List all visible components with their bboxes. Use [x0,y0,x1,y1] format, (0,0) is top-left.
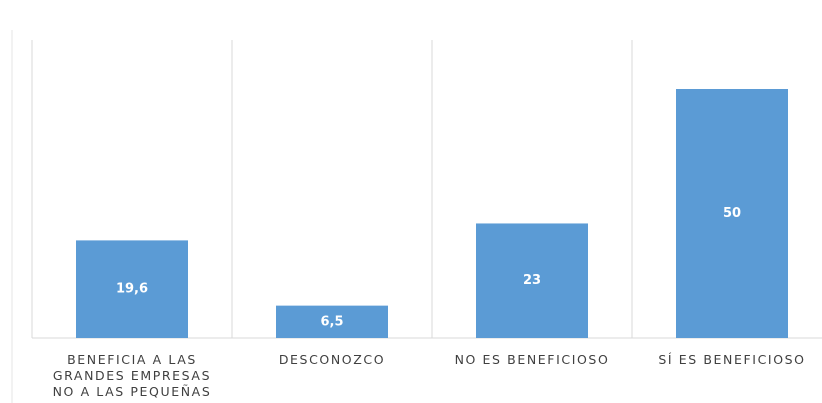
x-tick-label: DESCONOZCO [278,352,386,367]
x-tick-label: SÍ ES BENEFICIOSO [658,352,806,367]
bar [676,89,788,338]
value-label: 23 [523,273,541,288]
x-tick-label: NO ES BENEFICIOSO [454,352,610,367]
bar [276,305,388,338]
x-tick-label: BENEFICIA A LAS GRANDES EMPRESAS NO A LA… [52,352,212,399]
bar [76,240,188,338]
value-label: 19,6 [116,282,148,297]
bar [476,223,588,338]
value-label: 6,5 [320,314,343,329]
value-label: 50 [723,206,741,221]
